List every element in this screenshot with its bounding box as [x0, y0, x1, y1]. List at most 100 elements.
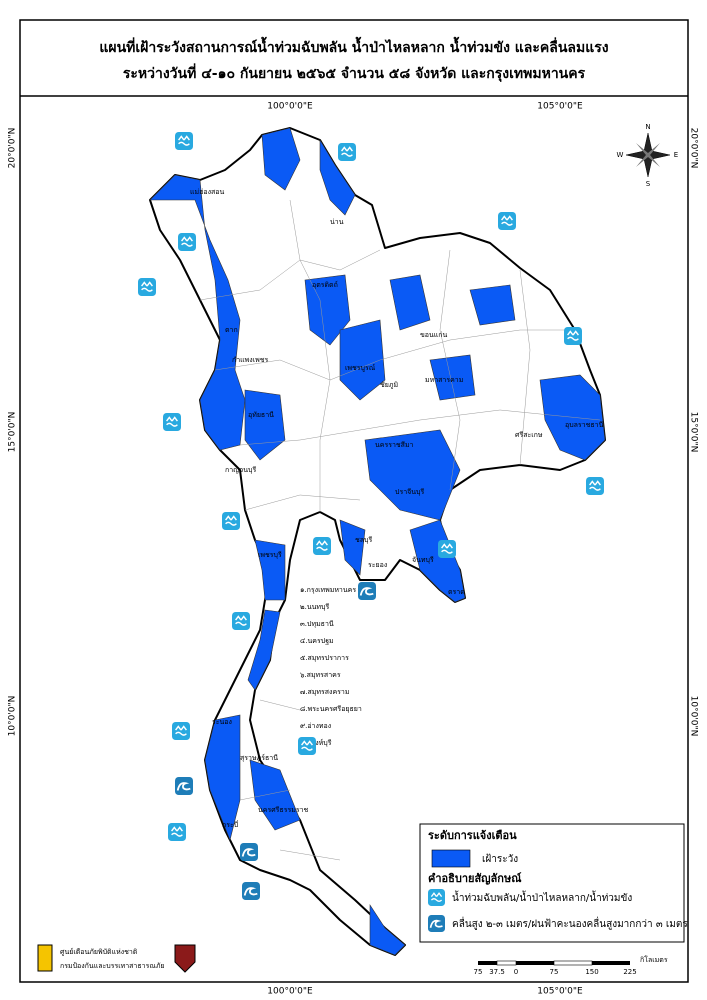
- legend-item: คลื่นสูง ๒-๓ เมตร/ฝนฟ้าคะนองคลื่นสูงมากก…: [452, 916, 688, 930]
- compass-label: E: [674, 151, 678, 159]
- province-label: สุราษฎร์ธานี: [240, 754, 278, 762]
- province-label: กาญจนบุรี: [225, 466, 256, 474]
- agency: ศูนย์เตือนภัยพิบัติแห่งชาติ กรมป้องกันแล…: [37, 944, 196, 973]
- flood-icon: [298, 737, 316, 755]
- watch-area: [254, 539, 286, 601]
- flood-icon: [175, 132, 193, 150]
- list-item: ๑.กรุงเทพมหานคร: [300, 586, 356, 594]
- province-label: นครราชสีมา: [375, 441, 414, 449]
- lat-label: 10°0'0"N: [8, 696, 18, 737]
- province-label: ระยอง: [368, 561, 387, 569]
- province-label: มหาสารคาม: [425, 376, 463, 384]
- province-label: อุตรดิตถ์: [312, 281, 338, 289]
- scale-unit: กิโลเมตร: [640, 955, 668, 964]
- inset-list: ๑.กรุงเทพมหานคร ๒.นนทบุรี ๓.ปทุมธานี ๔.น…: [300, 586, 362, 747]
- flood-icon: [172, 722, 190, 740]
- watch-area: [204, 714, 241, 841]
- border-lines: [199, 199, 601, 861]
- lon-label: 100°0'0"E: [267, 102, 313, 112]
- scale-label: 150: [585, 968, 598, 976]
- scale-label: 75: [550, 968, 559, 976]
- watch-area: [429, 354, 476, 401]
- flood-icon: [313, 537, 331, 555]
- lat-label: 15°0'0"N: [689, 412, 699, 453]
- scale-segment: [592, 961, 630, 965]
- flood-icon: [178, 233, 196, 251]
- compass-rose: [636, 143, 660, 167]
- province-label: ศรีสะเกษ: [515, 431, 543, 439]
- legend: ระดับการแจ้งเตือน เฝ้าระวัง คำอธิบายสัญล…: [419, 823, 688, 943]
- scale-segment: [516, 961, 554, 965]
- flood-icon: [222, 512, 240, 530]
- scale-label: 37.5: [489, 968, 505, 976]
- compass-label: S: [646, 180, 651, 188]
- agency-logo: [174, 944, 196, 973]
- list-item: ๓.ปทุมธานี: [300, 620, 334, 628]
- province-label: กระบี่: [222, 820, 238, 829]
- province-label: ปราจีนบุรี: [395, 488, 424, 496]
- country-shape: [149, 127, 606, 956]
- scale-segment: [496, 960, 517, 966]
- compass-label: N: [645, 123, 650, 131]
- province-labels: แม่ฮ่องสอน น่าน อุตรดิตถ์ ตาก กำแพงเพชร …: [190, 188, 604, 829]
- watch-area: [247, 609, 281, 691]
- watch-area: [339, 319, 386, 401]
- legend-title: ระดับการแจ้งเตือน: [428, 829, 517, 842]
- legend-item: เฝ้าระวัง: [482, 853, 518, 865]
- legend-swatch: [431, 849, 471, 868]
- flood-icon: [438, 540, 456, 558]
- scale-segment: [478, 961, 497, 965]
- watch-area: [261, 127, 301, 191]
- province-label: น่าน: [330, 218, 344, 226]
- watch-area: [319, 138, 356, 216]
- scale-label: 225: [623, 968, 636, 976]
- list-item: ๙.อ่างทอง: [300, 722, 331, 730]
- compass-label: W: [617, 151, 624, 159]
- lon-label: 105°0'0"E: [537, 987, 583, 997]
- wave-icon: [175, 777, 193, 795]
- flood-icon: [498, 212, 516, 230]
- scale-label: 75: [474, 968, 483, 976]
- flood-icon: [168, 823, 186, 841]
- lon-label: 105°0'0"E: [537, 102, 583, 112]
- watch-area: [244, 389, 286, 461]
- legend-title: คำอธิบายสัญลักษณ์: [428, 872, 522, 885]
- list-item: ๗.สมุทรสงคราม: [300, 688, 349, 696]
- province-label: ขอนแก่น: [420, 331, 448, 339]
- scale-segment: [553, 960, 593, 966]
- flood-icon: [163, 413, 181, 431]
- wave-icon: [242, 882, 260, 900]
- scale-label: 0: [514, 968, 518, 976]
- agency-name: กรมป้องกันและบรรเทาสาธารณภัย: [60, 962, 165, 970]
- province-label: ตาก: [225, 326, 238, 334]
- province-label: เพชรบุรี: [258, 551, 282, 559]
- watch-areas: [149, 127, 606, 956]
- lon-label: 100°0'0"E: [267, 987, 313, 997]
- flood-icon: [428, 889, 445, 906]
- province-label: อุทัยธานี: [248, 411, 274, 419]
- flood-icon: [138, 278, 156, 296]
- watch-area: [389, 274, 431, 331]
- watch-area: [339, 519, 366, 576]
- watch-area: [149, 174, 246, 451]
- legend-item: น้ำท่วมฉับพลัน/น้ำป่าไหลหลาก/น้ำท่วมขัง: [452, 890, 632, 904]
- wave-icon: [428, 915, 445, 932]
- province-label: ชลบุรี: [355, 536, 372, 544]
- list-item: ๘.พระนครศรีอยุธยา: [300, 705, 362, 713]
- province-label: แม่ฮ่องสอน: [190, 188, 224, 196]
- wave-icon: [358, 582, 376, 600]
- province-label: ชัยภูมิ: [380, 381, 398, 389]
- watch-area: [469, 284, 516, 326]
- wave-icon: [240, 843, 258, 861]
- scale-bar: 75 37.5 0 75 150 225 กิโลเมตร: [474, 955, 668, 976]
- province-label: นครศรีธรรมราช: [258, 806, 309, 814]
- list-item: ๕.สมุทรปราการ: [300, 654, 349, 662]
- lat-label: 10°0'0"N: [689, 696, 699, 737]
- agency-logo: [37, 944, 53, 972]
- list-item: ๒.นนทบุรี: [300, 603, 329, 611]
- province-label: ระนอง: [212, 718, 232, 726]
- agency-name: ศูนย์เตือนภัยพิบัติแห่งชาติ: [60, 948, 138, 956]
- province-borders: [199, 199, 601, 861]
- province-label: จันทบุรี: [412, 556, 434, 564]
